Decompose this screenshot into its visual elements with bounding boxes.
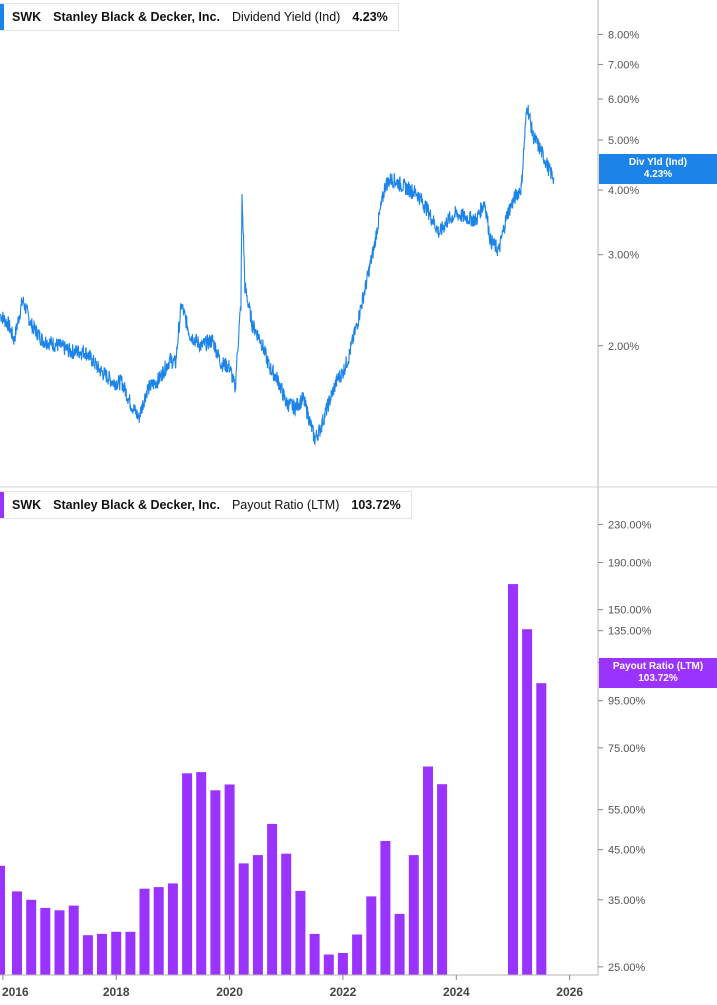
payout-bar — [153, 887, 164, 975]
y-tick-label: 7.00% — [608, 59, 639, 71]
payout-bar — [40, 907, 51, 975]
payout-bar — [182, 773, 193, 975]
y-tick-label: 4.00% — [608, 185, 639, 197]
payout-bar — [97, 933, 107, 975]
payout-bar — [210, 790, 221, 975]
payout-bar — [508, 584, 518, 975]
payout-bar — [380, 841, 391, 975]
x-tick-label: 2020 — [216, 985, 243, 999]
payout-bar — [26, 899, 37, 975]
series-color-swatch — [0, 4, 4, 30]
flag-label: Div Yld (Ind) — [628, 157, 688, 168]
payout-bar — [68, 905, 79, 975]
top-legend: SWK Stanley Black & Decker, Inc. Dividen… — [0, 3, 399, 31]
y-tick-label: 230.00% — [608, 519, 652, 531]
company-name: Stanley Black & Decker, Inc. — [53, 10, 220, 24]
payout-bar — [522, 629, 533, 975]
metric-value: 4.23% — [352, 10, 388, 24]
y-tick-label: 8.00% — [608, 29, 639, 41]
x-tick-label: 2018 — [103, 985, 130, 999]
metric-name: Payout Ratio (LTM) — [231, 498, 340, 512]
dividend-yield-line — [0, 104, 555, 446]
y-tick-label: 5.00% — [608, 135, 639, 147]
y-tick-label: 25.00% — [608, 962, 646, 974]
ticker-symbol: SWK — [12, 498, 42, 512]
payout-bar — [224, 784, 235, 975]
y-tick-label: 55.00% — [608, 805, 646, 817]
payout-bar — [252, 855, 263, 975]
y-tick-label: 45.00% — [608, 845, 646, 857]
flag-value: 4.23% — [643, 169, 673, 180]
payout-bar — [0, 865, 5, 975]
x-tick-label: 2024 — [443, 985, 470, 999]
payout-bar — [139, 888, 150, 975]
y-tick-label: 35.00% — [608, 895, 646, 907]
metric-value: 103.72% — [351, 498, 401, 512]
y-tick-label: 190.00% — [608, 558, 652, 570]
metric-name: Dividend Yield (Ind) — [231, 10, 341, 24]
payout-bar — [408, 855, 419, 975]
payout-bar — [238, 863, 249, 975]
payout-bar — [12, 891, 22, 975]
payout-bar — [366, 896, 377, 975]
payout-bar — [82, 935, 93, 975]
x-tick-label: 2016 — [2, 985, 29, 999]
y-tick-label: 150.00% — [608, 605, 652, 617]
flag-value: 103.72% — [638, 673, 678, 684]
payout-bar — [352, 934, 363, 975]
y-tick-label: 3.00% — [608, 250, 639, 262]
yield-value-flag: Div Yld (Ind) 4.23% — [599, 154, 717, 184]
x-tick-label: 2026 — [556, 985, 583, 999]
bottom-panel-plot — [0, 584, 547, 975]
y-tick-label: 6.00% — [608, 94, 639, 106]
payout-bar — [267, 823, 278, 975]
payout-bar — [309, 933, 320, 975]
series-color-swatch — [0, 492, 4, 518]
flag-label: Payout Ratio (LTM) — [612, 661, 704, 672]
payout-bar — [281, 853, 292, 975]
company-name: Stanley Black & Decker, Inc. — [53, 498, 220, 512]
bottom-legend: SWK Stanley Black & Decker, Inc. Payout … — [0, 491, 412, 519]
payout-value-flag: Payout Ratio (LTM) 103.72% — [599, 658, 717, 688]
payout-bar — [423, 766, 433, 975]
y-tick-label: 75.00% — [608, 743, 646, 755]
ticker-symbol: SWK — [12, 10, 42, 24]
payout-bar — [125, 931, 136, 975]
payout-bar — [337, 953, 348, 975]
payout-bar — [196, 772, 207, 975]
payout-bar — [167, 883, 178, 975]
y-tick-label: 95.00% — [608, 696, 646, 708]
payout-bar — [295, 890, 306, 975]
payout-bar — [54, 910, 65, 975]
payout-bar — [394, 913, 405, 975]
y-tick-label: 135.00% — [608, 626, 652, 638]
payout-bar — [536, 683, 547, 975]
payout-bar — [323, 954, 334, 975]
y-tick-label: 2.00% — [608, 341, 639, 353]
top-panel-plot — [0, 104, 555, 446]
payout-bar — [111, 931, 122, 975]
x-tick-label: 2022 — [330, 985, 357, 999]
payout-bar — [437, 784, 448, 975]
